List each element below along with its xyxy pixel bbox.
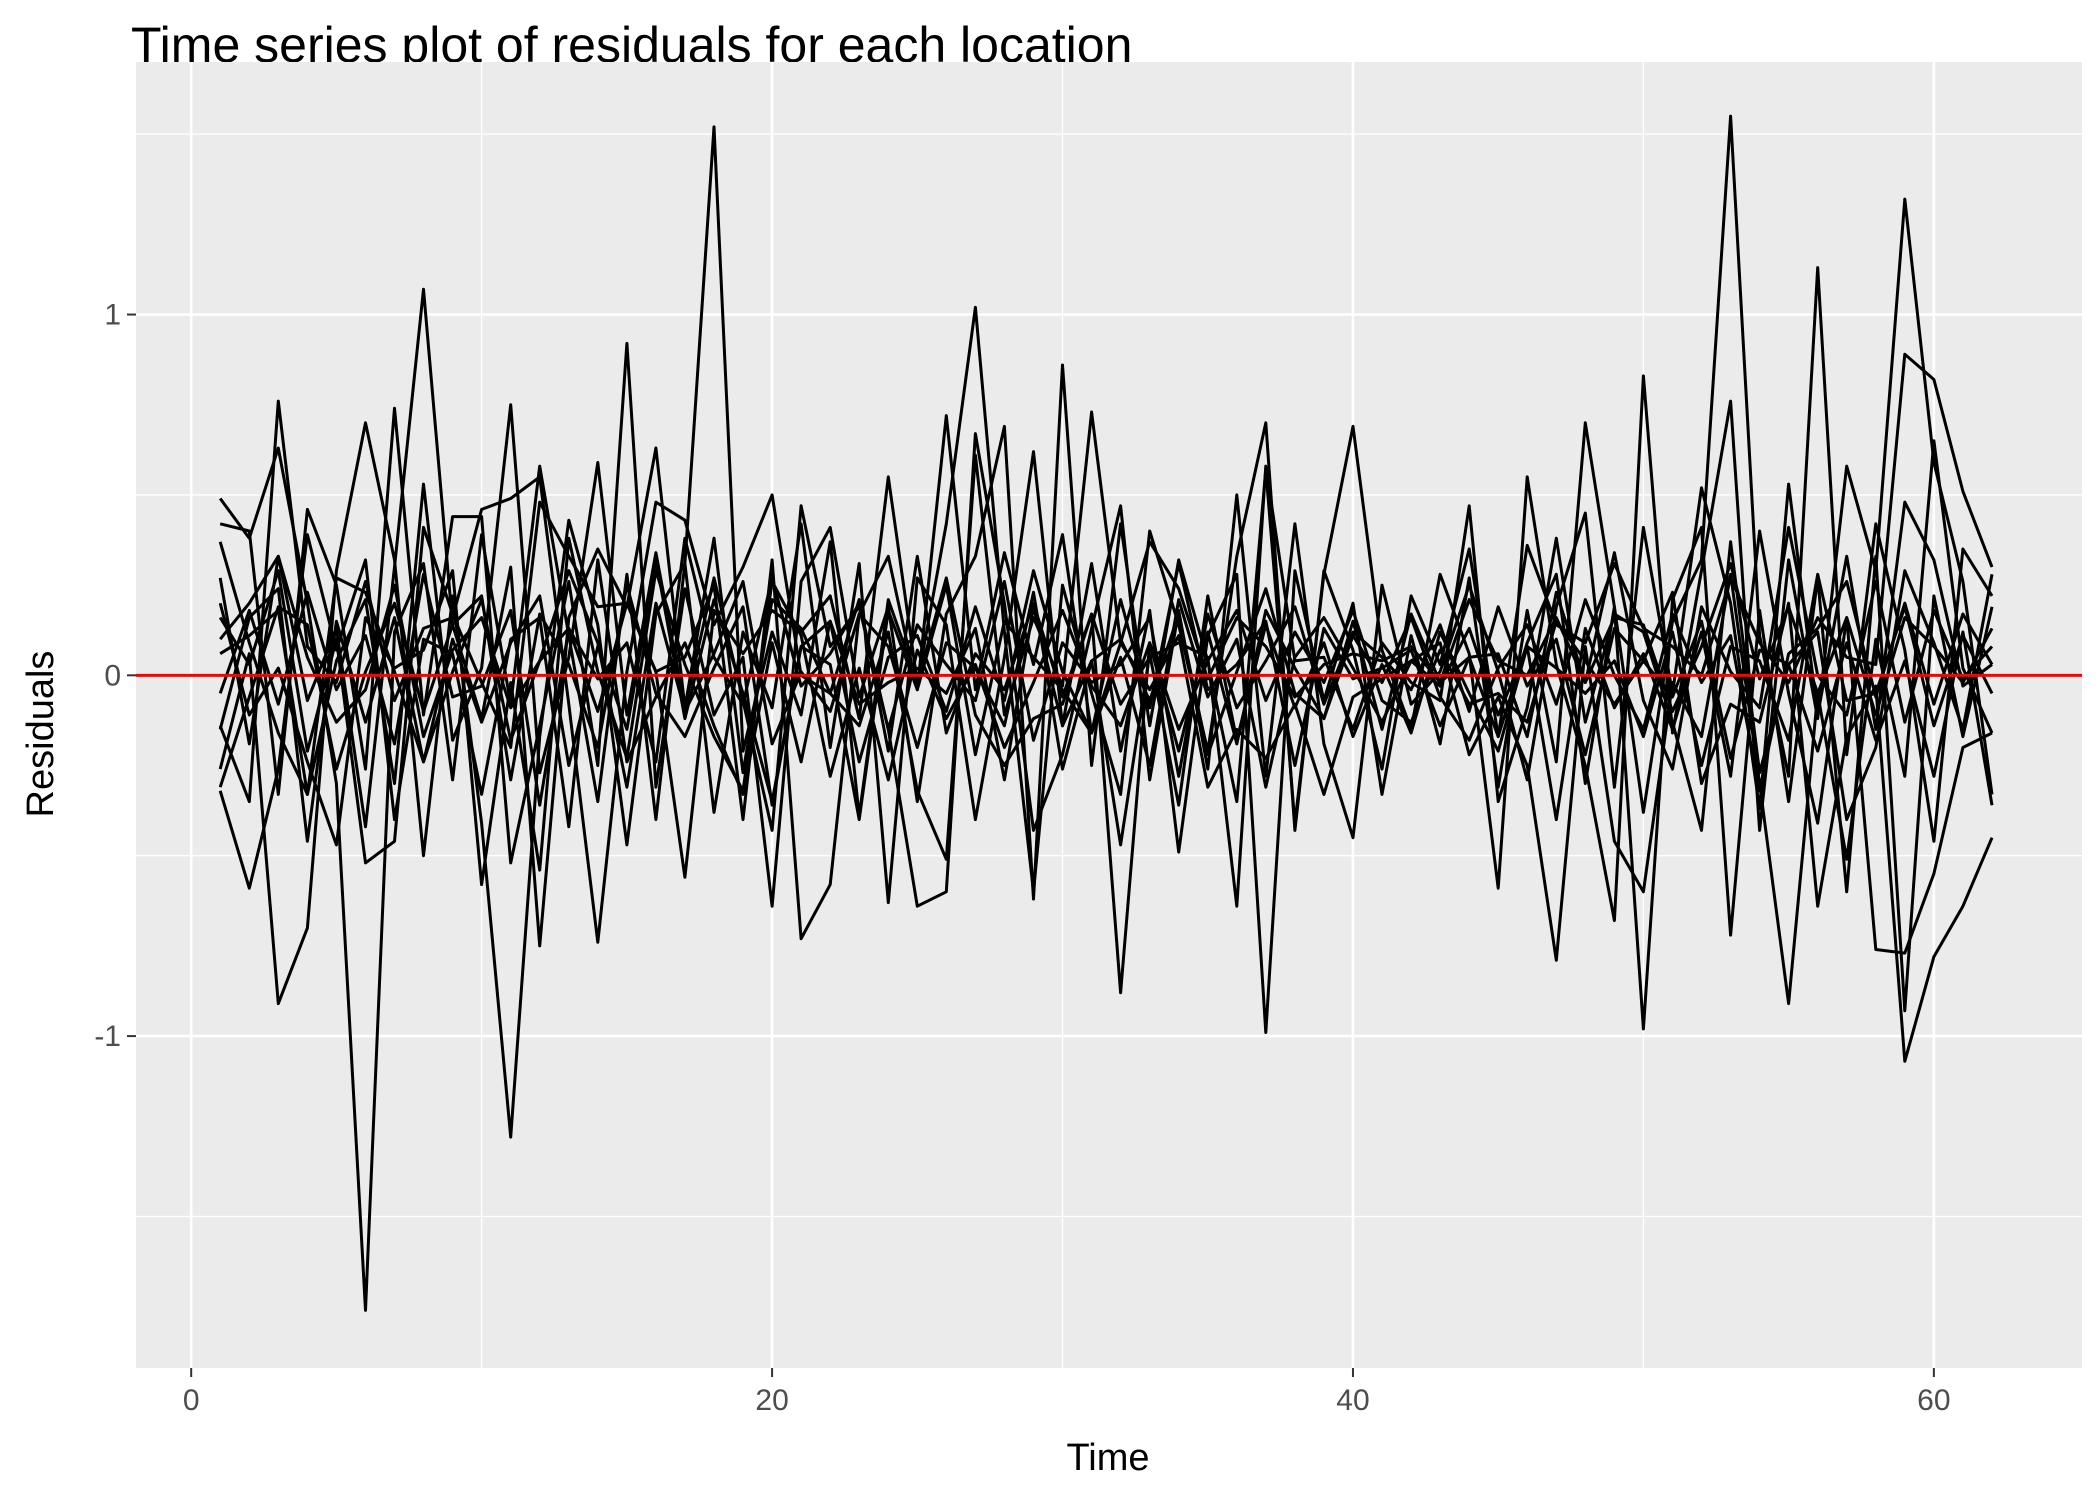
axis-ticks — [127, 313, 1935, 1377]
series-lines — [218, 114, 1994, 1312]
x-tick-label: 0 — [183, 1384, 200, 1417]
y-tick-label: 1 — [104, 299, 121, 332]
y-tick-label: 0 — [104, 659, 121, 692]
x-tick-label: 60 — [1917, 1384, 1950, 1417]
panel-background — [136, 62, 2082, 1368]
series-line-3 — [219, 197, 1994, 923]
series-line-14 — [218, 536, 1994, 807]
series-line-13 — [218, 554, 1994, 793]
y-axis-title: Residuals — [20, 651, 62, 818]
series-line-8 — [218, 464, 1994, 908]
x-tick-label: 20 — [755, 1384, 788, 1417]
series-line-5 — [218, 399, 1994, 1006]
y-tick-label: -1 — [94, 1020, 121, 1053]
grid-major — [136, 62, 2082, 1368]
x-axis-title: Time — [1066, 1437, 1149, 1479]
series-line-10 — [218, 414, 1994, 941]
x-tick-label: 40 — [1336, 1384, 1369, 1417]
x-tick-labels: 0 20 40 60 — [183, 1384, 1951, 1417]
series-line-7 — [218, 403, 1993, 908]
y-tick-labels: -1 0 1 — [94, 299, 121, 1054]
